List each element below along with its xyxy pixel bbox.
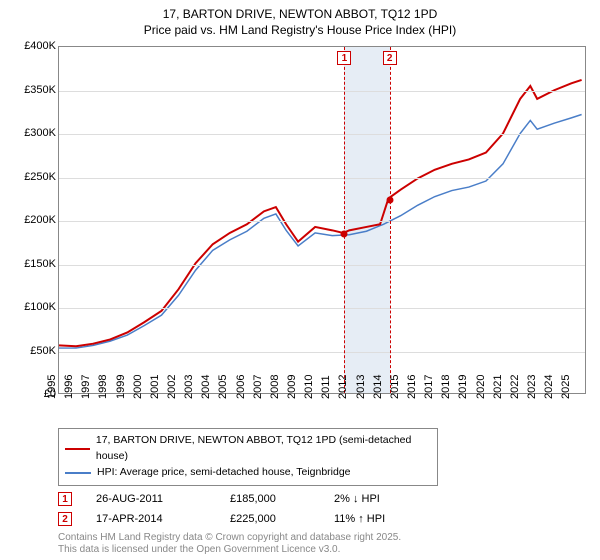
legend-label: 17, BARTON DRIVE, NEWTON ABBOT, TQ12 1PD…	[96, 433, 431, 465]
y-tick-label: £400K	[10, 40, 56, 52]
sale-marker-dot	[341, 231, 348, 238]
sales-table: 1 26-AUG-2011 £185,000 2% ↓ HPI 2 17-APR-2014…	[58, 492, 590, 526]
sale-badge: 2	[383, 51, 397, 65]
y-tick-label: £150K	[10, 258, 56, 270]
series-property	[59, 80, 582, 346]
sale-row-badge: 2	[58, 512, 72, 526]
y-tick-label: £250K	[10, 171, 56, 183]
chart-title: 17, BARTON DRIVE, NEWTON ABBOT, TQ12 1PD…	[10, 6, 590, 38]
sale-row: 2 17-APR-2014 £225,000 11% ↑ HPI	[58, 512, 590, 526]
legend: 17, BARTON DRIVE, NEWTON ABBOT, TQ12 1PD…	[58, 428, 438, 485]
line-layer	[59, 47, 585, 393]
legend-swatch	[65, 448, 90, 450]
footer-line1: Contains HM Land Registry data © Crown c…	[58, 532, 590, 545]
sale-row-badge: 1	[58, 492, 72, 506]
sale-vline	[390, 47, 391, 393]
container: 17, BARTON DRIVE, NEWTON ABBOT, TQ12 1PD…	[0, 0, 600, 560]
sale-row: 1 26-AUG-2011 £185,000 2% ↓ HPI	[58, 492, 590, 506]
sale-delta: 11% ↑ HPI	[334, 513, 385, 525]
y-tick-label: £300K	[10, 127, 56, 139]
title-address: 17, BARTON DRIVE, NEWTON ABBOT, TQ12 1PD	[10, 6, 590, 22]
y-tick-label: £350K	[10, 84, 56, 96]
sale-date: 17-APR-2014	[96, 513, 206, 525]
sale-price: £185,000	[230, 493, 310, 505]
chart-area: 12 £0£50K£100K£150K£200K£250K£300K£350K£…	[10, 42, 590, 422]
sale-vline	[344, 47, 345, 393]
footer-line2: This data is licensed under the Open Gov…	[58, 544, 590, 557]
legend-row: 17, BARTON DRIVE, NEWTON ABBOT, TQ12 1PD…	[65, 433, 431, 465]
title-subtitle: Price paid vs. HM Land Registry's House …	[10, 22, 590, 38]
y-tick-label: £200K	[10, 214, 56, 226]
sale-marker-dot	[386, 196, 393, 203]
footer-credit: Contains HM Land Registry data © Crown c…	[58, 532, 590, 557]
sale-delta: 2% ↓ HPI	[334, 493, 380, 505]
legend-swatch	[65, 472, 91, 474]
y-tick-label: £100K	[10, 301, 56, 313]
x-tick-label: 2025	[560, 375, 583, 399]
y-tick-label: £50K	[10, 345, 56, 357]
sale-price: £225,000	[230, 513, 310, 525]
plot-area: 12	[58, 46, 586, 394]
legend-row: HPI: Average price, semi-detached house,…	[65, 465, 431, 481]
series-hpi	[59, 115, 582, 349]
legend-label: HPI: Average price, semi-detached house,…	[97, 465, 351, 481]
sale-date: 26-AUG-2011	[96, 493, 206, 505]
sale-badge: 1	[337, 51, 351, 65]
